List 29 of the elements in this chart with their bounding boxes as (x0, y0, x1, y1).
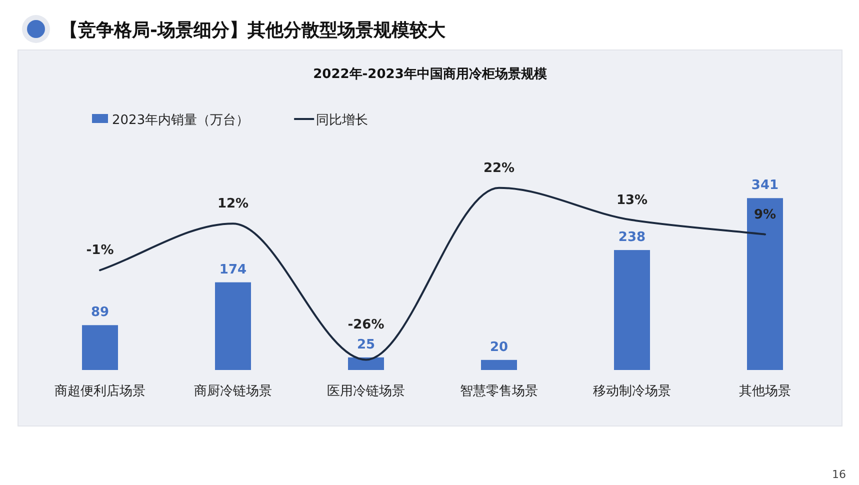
x-tick-label: 商厨冷链场景 (194, 384, 272, 399)
data-label: 9% (754, 207, 776, 222)
chart-subtitle: 2022年-2023年中国商用冷柜场景规模 (313, 66, 547, 82)
data-label: 20 (490, 340, 508, 355)
data-label: 238 (618, 230, 646, 246)
data-label: -26% (348, 317, 384, 332)
legend-label: 2023年内销量（万台） (112, 113, 250, 128)
x-tick-label: 商超便利店场景 (54, 383, 146, 399)
chart-title: 【竞争格局-场景细分】其他分散型场景规模较大 (60, 20, 446, 41)
legend-label: 同比增长 (316, 113, 368, 128)
data-label: 22% (483, 160, 515, 176)
data-label: 12% (217, 196, 249, 212)
bar (348, 357, 384, 370)
data-label: -1% (86, 243, 114, 258)
data-label: 25 (356, 337, 376, 352)
data-label: 174 (219, 262, 247, 278)
x-tick-label: 移动制冷场景 (593, 384, 671, 399)
bar (614, 250, 650, 370)
x-tick-label: 医用冷链场景 (327, 384, 405, 399)
bar (215, 282, 251, 370)
data-label: 13% (616, 193, 648, 208)
bar (481, 360, 517, 370)
bar (82, 325, 118, 370)
text: 16 (832, 468, 846, 481)
data-label: 89 (90, 305, 110, 320)
data-label: 341 (751, 178, 779, 194)
bar (747, 198, 783, 370)
x-tick-label: 其他场景 (739, 384, 791, 399)
x-tick-label: 智慧零售场景 (460, 384, 538, 399)
